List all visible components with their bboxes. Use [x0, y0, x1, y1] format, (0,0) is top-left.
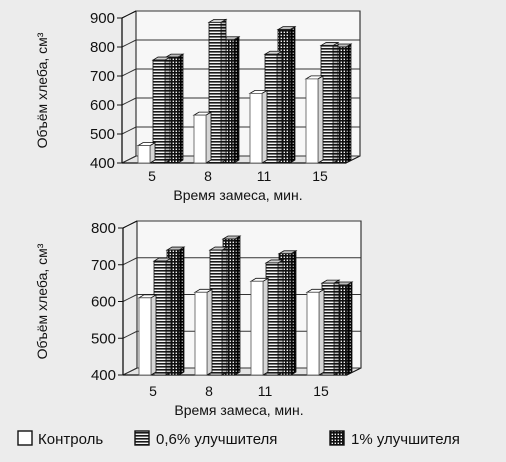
x-tick-label: 15 — [312, 168, 328, 184]
bar-06-side — [332, 41, 339, 164]
bar-control-side — [150, 294, 157, 376]
y-axis-title: Объём хлеба, см³ — [34, 243, 50, 359]
gridline-depth — [121, 126, 137, 135]
legend-label-control: Контроль — [38, 431, 103, 448]
y-tick-label: 800 — [91, 220, 116, 237]
bar-06-side — [221, 246, 228, 376]
bar-control — [250, 280, 264, 376]
bar-control-side — [205, 111, 212, 164]
x-tick-label: 11 — [258, 383, 273, 399]
bar-06-side — [220, 18, 227, 164]
y-tick-label: 500 — [90, 126, 115, 143]
bar-1-side — [233, 36, 240, 164]
bar-1-side — [345, 43, 352, 164]
axis-depth — [122, 220, 138, 229]
y-tick-label: 600 — [90, 97, 115, 114]
x-axis-title: Время замеса, мин. — [174, 402, 303, 418]
gridline-depth — [121, 97, 137, 106]
bar-1-side — [178, 246, 185, 376]
bar-control — [306, 291, 320, 376]
legend-swatch-control — [17, 430, 33, 446]
bar-control — [193, 114, 207, 164]
bar-06 — [152, 59, 166, 164]
bar-control-side — [149, 141, 156, 164]
y-tick-label: 800 — [90, 39, 115, 56]
bar-06-side — [164, 56, 171, 164]
bar-control-side — [317, 75, 324, 164]
bar-06-side — [333, 279, 340, 376]
bar-control-side — [318, 288, 325, 376]
gridline-depth — [121, 68, 137, 77]
legend-item-control: Контроль — [17, 430, 103, 448]
gridline-depth — [121, 39, 137, 48]
legend-item-1: 1% улучшителя — [329, 430, 460, 448]
bar-control — [138, 297, 152, 376]
legend-swatch-1 — [329, 430, 345, 446]
y-tick-label: 700 — [91, 257, 116, 274]
legend-label-06: 0,6% улучшителя — [156, 431, 277, 448]
x-axis-title: Время замеса, мин. — [173, 187, 302, 203]
legend-label-1: 1% улучшителя — [351, 431, 460, 448]
gridline-depth — [121, 155, 137, 164]
y-tick-label: 600 — [91, 294, 116, 311]
bar-1-side — [290, 250, 297, 376]
x-tick-label: 11 — [257, 168, 272, 184]
bar-06 — [208, 21, 222, 164]
bar-1-side — [289, 25, 296, 164]
legend-swatch-06 — [134, 430, 150, 446]
y-tick-label: 500 — [91, 330, 116, 347]
bar-1-side — [346, 281, 353, 376]
chart-bottom: 400 500 600 700 800 5 8 11 15 Время замеса, мин. О… — [34, 220, 362, 418]
bar-control — [137, 145, 151, 164]
gridline-depth — [122, 257, 138, 266]
gridline-depth — [122, 330, 138, 339]
bar-1-side — [234, 235, 241, 376]
axis-depth — [121, 10, 137, 19]
bar-control-side — [206, 288, 213, 376]
bar-06-side — [276, 50, 283, 164]
legend: Контроль 0,6% улучшителя 1% улучшителя — [17, 430, 460, 448]
gridline-depth — [122, 367, 138, 376]
x-tick-label: 8 — [204, 168, 212, 184]
bar-1-side — [177, 53, 184, 164]
gridline-depth — [122, 294, 138, 302]
y-tick-label: 400 — [90, 155, 115, 172]
y-axis-title: Объём хлеба, см³ — [34, 32, 50, 148]
bar-06-side — [277, 259, 284, 376]
bar-control-side — [261, 89, 268, 164]
bar-control — [249, 93, 263, 164]
y-tick-label: 400 — [91, 367, 116, 384]
y-tick-label: 900 — [90, 10, 115, 27]
x-tick-label: 5 — [148, 168, 156, 184]
chart-top: 400 500 600 700 800 900 5 8 11 15 Время замеса, ми… — [34, 10, 361, 203]
legend-item-06: 0,6% улучшителя — [134, 430, 277, 448]
y-tick-label: 700 — [90, 68, 115, 85]
bar-control-side — [262, 277, 269, 376]
x-tick-label: 15 — [313, 383, 329, 399]
bar-06-side — [165, 257, 172, 376]
bar-control — [194, 291, 208, 376]
x-tick-label: 5 — [149, 383, 157, 399]
x-tick-label: 8 — [205, 383, 213, 399]
bar-control — [305, 78, 319, 164]
